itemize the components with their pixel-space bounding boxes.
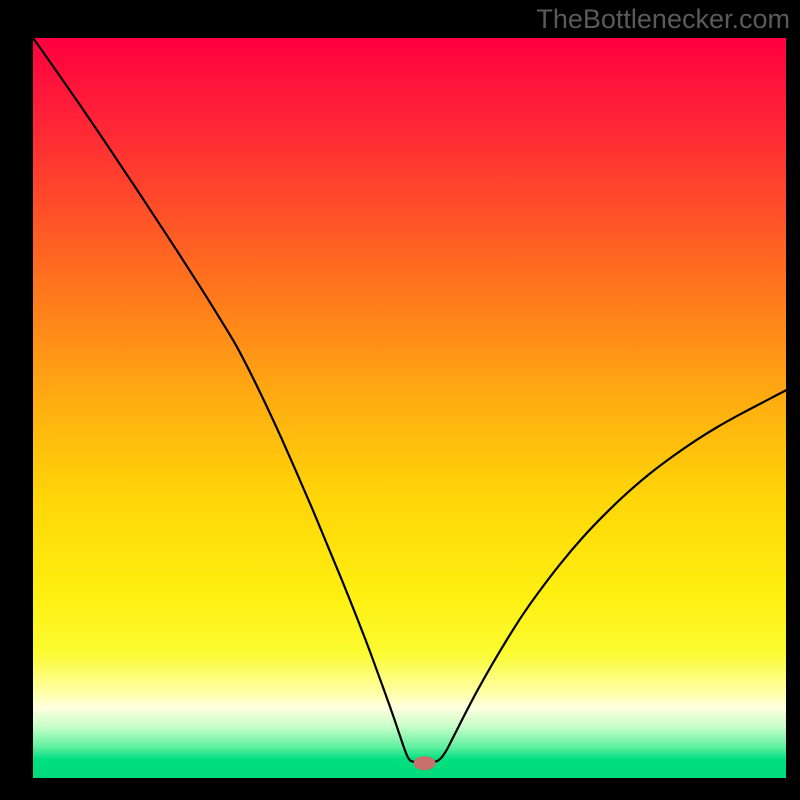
watermark-label: TheBottlenecker.com: [536, 4, 790, 35]
bottleneck-chart: [0, 0, 800, 800]
minimum-marker: [414, 756, 436, 770]
plot-gradient-background: [33, 38, 786, 778]
chart-stage: TheBottlenecker.com: [0, 0, 800, 800]
